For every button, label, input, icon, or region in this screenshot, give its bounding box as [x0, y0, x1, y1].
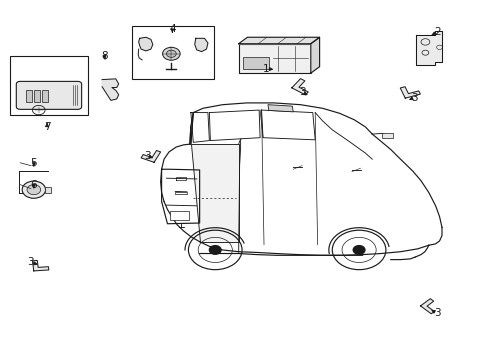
- Bar: [10, 56, 88, 116]
- Text: 3: 3: [27, 257, 34, 267]
- Circle shape: [209, 246, 221, 254]
- Bar: [42, 90, 48, 102]
- Text: 3: 3: [298, 87, 305, 97]
- Text: 3: 3: [433, 309, 440, 318]
- Text: 3: 3: [410, 93, 417, 103]
- Circle shape: [27, 185, 41, 195]
- Text: 4: 4: [169, 24, 175, 35]
- Polygon shape: [102, 79, 119, 100]
- Text: 3: 3: [143, 150, 150, 161]
- Polygon shape: [139, 37, 153, 51]
- Bar: [170, 211, 188, 220]
- Bar: [44, 187, 51, 193]
- Bar: [132, 26, 214, 79]
- Text: 6: 6: [30, 180, 37, 190]
- Polygon shape: [190, 144, 238, 242]
- Circle shape: [352, 246, 364, 254]
- Polygon shape: [267, 105, 293, 112]
- FancyBboxPatch shape: [16, 81, 81, 109]
- Polygon shape: [238, 37, 319, 44]
- Text: 2: 2: [433, 27, 440, 37]
- Text: 1: 1: [263, 64, 269, 74]
- Polygon shape: [291, 78, 307, 95]
- Text: 7: 7: [43, 122, 50, 132]
- Circle shape: [166, 50, 176, 57]
- Bar: [238, 44, 310, 73]
- Polygon shape: [310, 37, 319, 73]
- Polygon shape: [400, 87, 420, 98]
- Bar: [175, 192, 186, 194]
- Bar: [381, 133, 392, 138]
- Polygon shape: [33, 260, 49, 271]
- Polygon shape: [141, 150, 160, 162]
- Polygon shape: [194, 39, 207, 51]
- Polygon shape: [415, 31, 442, 65]
- Circle shape: [22, 181, 45, 198]
- Circle shape: [162, 47, 180, 60]
- Text: 5: 5: [30, 158, 37, 168]
- Bar: [26, 90, 32, 102]
- Text: 8: 8: [101, 51, 108, 61]
- Bar: [34, 90, 40, 102]
- Polygon shape: [420, 299, 433, 314]
- Bar: [242, 57, 269, 69]
